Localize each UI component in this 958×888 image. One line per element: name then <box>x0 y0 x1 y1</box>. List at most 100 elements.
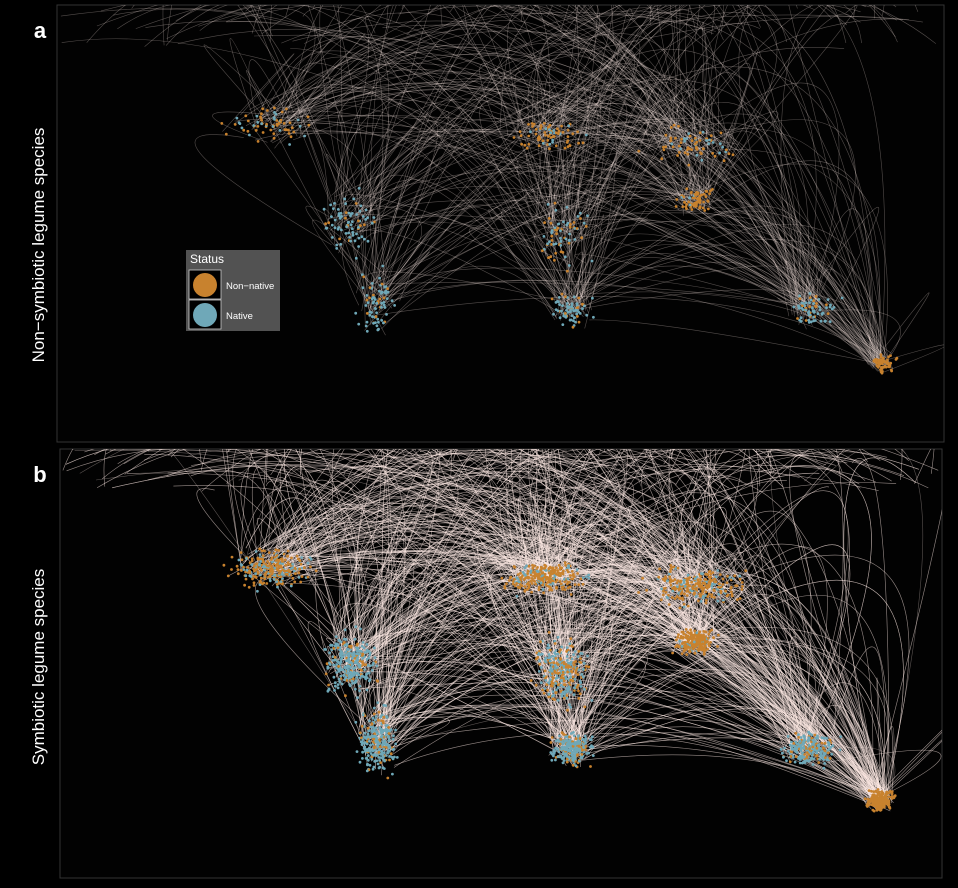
flow-line <box>571 596 825 749</box>
flow-line <box>534 469 879 578</box>
flow-line <box>373 449 452 661</box>
occurrence-dot <box>275 580 279 583</box>
occurrence-dot <box>685 207 688 211</box>
occurrence-dot <box>573 316 576 320</box>
flow-line <box>321 636 371 759</box>
flow-line <box>250 5 331 202</box>
occurrence-dot <box>721 577 725 581</box>
occurrence-dot <box>365 688 369 692</box>
occurrence-dot <box>559 648 562 652</box>
flow-line <box>558 449 836 573</box>
flow-line <box>507 449 799 756</box>
flow-line <box>551 104 617 329</box>
flow-line <box>360 191 696 233</box>
occurrence-dot <box>288 143 291 146</box>
occurrence-dot <box>548 574 552 578</box>
flow-line <box>558 620 827 765</box>
occurrence-dot <box>555 566 558 570</box>
occurrence-dot <box>707 570 711 574</box>
occurrence-dot <box>544 133 547 137</box>
flow-line <box>667 605 805 734</box>
flow-line <box>551 626 630 685</box>
flow-line <box>330 515 701 670</box>
occurrence-dot <box>672 123 676 127</box>
occurrence-dot <box>303 134 306 138</box>
occurrence-dot <box>516 573 520 576</box>
flow-line <box>538 504 565 684</box>
occurrence-dot <box>527 586 531 589</box>
flow-line <box>553 569 654 580</box>
occurrence-dot <box>678 596 681 600</box>
occurrence-dot <box>664 145 668 149</box>
flow-line <box>262 568 580 687</box>
flow-line <box>245 70 333 241</box>
flow-line <box>558 578 699 690</box>
occurrence-dot <box>513 565 517 569</box>
flow-line <box>539 520 612 755</box>
occurrence-dot <box>707 632 711 636</box>
flow-line <box>276 483 894 803</box>
occurrence-dot <box>554 131 558 135</box>
occurrence-dot <box>377 320 380 324</box>
occurrence-dot <box>701 591 704 594</box>
flow-line <box>257 518 367 653</box>
flow-line <box>170 449 363 732</box>
occurrence-dot <box>870 798 874 802</box>
occurrence-dot <box>880 792 884 796</box>
occurrence-dot <box>573 689 576 692</box>
map-layer-b <box>62 449 942 813</box>
flow-line <box>557 551 696 679</box>
flow-line <box>238 469 709 639</box>
flow-line <box>680 589 792 754</box>
occurrence-dot <box>801 304 804 308</box>
occurrence-dot <box>679 141 683 145</box>
occurrence-dot <box>564 315 568 319</box>
occurrence-dot <box>564 295 567 299</box>
occurrence-dot <box>289 584 293 588</box>
occurrence-dot <box>324 672 328 676</box>
flow-line <box>701 606 873 802</box>
flow-line <box>487 563 583 737</box>
flow-line <box>380 5 740 307</box>
occurrence-dot <box>330 223 334 227</box>
flow-line <box>241 521 675 584</box>
occurrence-dot <box>700 158 704 162</box>
occurrence-dot <box>591 296 594 300</box>
flow-line <box>533 502 706 640</box>
occurrence-dot <box>344 653 347 657</box>
occurrence-dot <box>570 577 573 581</box>
occurrence-dot <box>677 144 681 148</box>
occurrence-dot <box>719 131 723 135</box>
flow-line <box>535 504 686 689</box>
occurrence-dot <box>572 686 576 690</box>
flow-line <box>558 217 648 247</box>
flow-line <box>315 510 558 650</box>
flow-line <box>564 486 829 742</box>
flow-line <box>351 528 704 666</box>
occurrence-dot <box>683 139 686 143</box>
flow-line <box>553 5 815 220</box>
flow-line <box>464 449 714 631</box>
flow-line <box>283 557 523 587</box>
flow-line <box>234 114 676 150</box>
flow-line <box>95 465 689 641</box>
flow-line <box>159 449 569 742</box>
flow-line <box>875 739 942 801</box>
occurrence-dot <box>717 633 720 637</box>
flow-line <box>691 584 774 645</box>
flow-line <box>841 671 885 804</box>
flow-line <box>248 59 298 137</box>
occurrence-dot <box>566 139 570 143</box>
flow-line <box>485 449 802 740</box>
flow-line <box>117 449 565 674</box>
flow-line <box>365 690 818 741</box>
occurrence-dot <box>695 145 698 149</box>
flow-line <box>357 546 707 653</box>
occurrence-dot <box>694 204 698 208</box>
occurrence-dot <box>387 726 391 729</box>
occurrence-dot <box>368 739 371 743</box>
flow-line <box>499 38 578 227</box>
occurrence-dot <box>363 223 366 227</box>
flow-line <box>369 280 881 367</box>
occurrence-dot <box>706 583 710 587</box>
